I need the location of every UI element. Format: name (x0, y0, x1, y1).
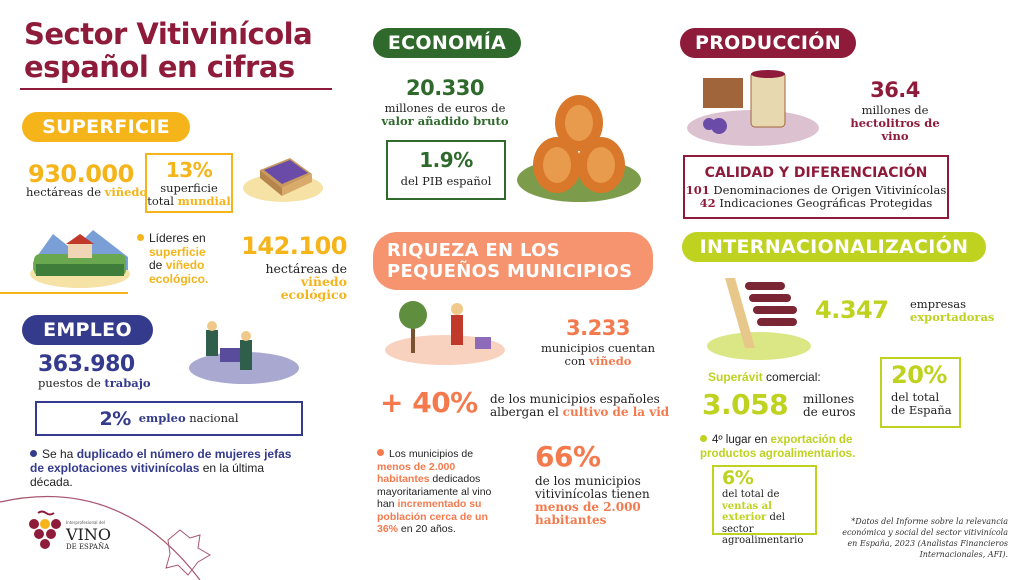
grape-logo-icon (29, 510, 61, 549)
economia-pill: ECONOMÍA (373, 28, 521, 58)
hectares-label: hectáreas de viñedo (26, 185, 148, 199)
jobs-label: puestos de trabajo (38, 376, 151, 390)
spain-share-box: 20% del total de España (880, 357, 961, 428)
vineyard-landscape-illustration (30, 230, 130, 288)
world-share-box: 13% superficie total mundial (145, 153, 233, 213)
gva-block: 20.330 millones de euros de valor añadid… (381, 76, 509, 128)
wine-municipalities: 3.233 municipios cuentan con viñedo (541, 316, 655, 368)
population-growth-text: Los municipios de menos de 2.000 habitan… (377, 448, 492, 535)
production-value: 36.4 millones de hectolitros de vino (850, 78, 940, 143)
grape-press-illustration (687, 70, 819, 146)
trade-surplus-value: 3.058 (702, 388, 789, 421)
organic-hectares: 142.100 hectáreas de viñedo ecológico (241, 232, 347, 302)
hectares-value: 930.000 (28, 160, 134, 188)
trade-surplus-label: Superávit comercial: (708, 370, 821, 384)
section-divider (0, 292, 128, 294)
jobs-value: 363.980 (38, 352, 135, 377)
internacionalizacion-pill: INTERNACIONALIZACIÓN (682, 232, 986, 262)
plus-40-text: de los municipios españoles albergan el … (490, 392, 670, 419)
women-farm-heads-text: Se ha duplicado el número de mujeres jef… (30, 447, 292, 489)
foreign-sales-box: 6% del total de ventas al exterior del s… (712, 465, 817, 546)
wine-barrels-illustration (517, 95, 641, 202)
riqueza-pill: RIQUEZA EN LOS PEQUEÑOS MUNICIPIOS (373, 232, 653, 290)
empleo-pill: EMPLEO (22, 315, 153, 345)
exporters-label: empresas exportadoras (910, 297, 995, 324)
superficie-pill: SUPERFICIE (22, 112, 190, 142)
source-footnote: *Datos del Informe sobre la relevancia e… (842, 517, 1008, 559)
small-municipalities-share: 66% de los municipios vitivinícolas tien… (535, 440, 650, 527)
organic-leaders-text: Líderes en superficie de viñedo ecológic… (137, 231, 232, 286)
wine-rack-illustration (707, 278, 811, 360)
vino-de-espana-logo: Interprofesional del VINO DE ESPAÑA (28, 510, 123, 558)
page-title: Sector Vitivinícola español en cifras (24, 17, 313, 84)
grape-crate-illustration (243, 158, 323, 202)
decorative-curve (0, 495, 211, 580)
produccion-pill: PRODUCCIÓN (680, 28, 856, 58)
plus-40-value: + 40% (380, 386, 478, 419)
title-underline (20, 88, 332, 90)
export-rank-text: 4º lugar en exportación de productos agr… (700, 434, 856, 460)
workers-illustration (189, 321, 299, 384)
national-employment-box: 2% empleo nacional (35, 401, 303, 436)
exporters-value: 4.347 (815, 296, 889, 324)
trade-surplus-unit: millones de euros (803, 392, 856, 419)
quality-box: CALIDAD Y DIFERENCIACIÓN 101 Denominacio… (683, 155, 949, 219)
farmer-vine-illustration (385, 301, 505, 365)
gdp-share-box: 1.9% del PIB español (386, 140, 506, 200)
